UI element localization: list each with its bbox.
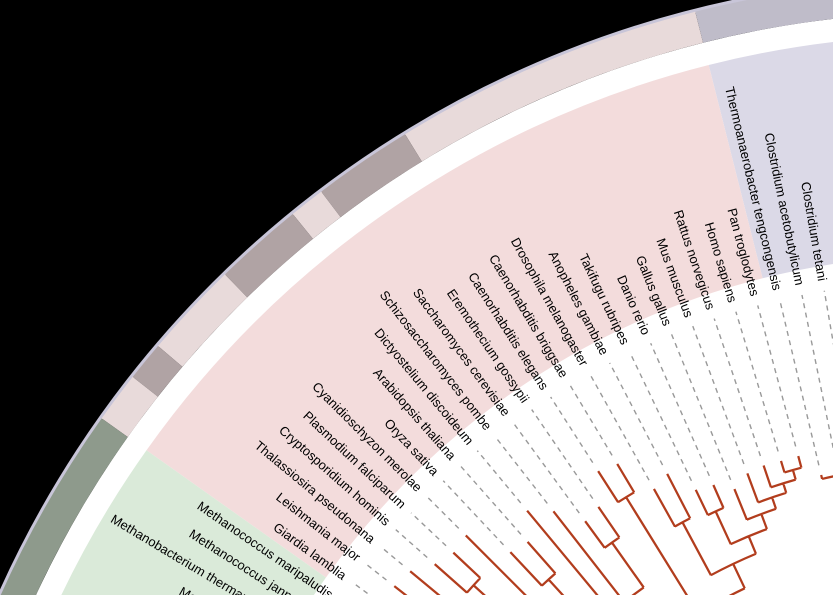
- annotation-band-segment-2: [321, 134, 422, 218]
- leader-line-eremothecium: [531, 409, 594, 500]
- annotation-band-segment-0: [695, 0, 833, 43]
- leader-line-plasmodium: [410, 512, 447, 547]
- leader-line-ctetani: [823, 290, 833, 346]
- annotation-band-segment-3: [292, 191, 341, 239]
- leader-line-cyanidioschyzon: [426, 496, 460, 529]
- leader-line-arabidopsis: [459, 464, 522, 535]
- leader-line-dictyostelium: [476, 450, 522, 504]
- annotation-band-segment-1: [405, 11, 704, 162]
- domain-region-bacteria: [708, 42, 833, 279]
- domain-region-archaea: [61, 450, 327, 595]
- leader-line-celegans: [550, 396, 594, 464]
- annotation-band-segment-5: [157, 274, 248, 367]
- leader-line-cbriggsae: [569, 384, 613, 456]
- tree-branches: [393, 455, 833, 595]
- leader-line-giardia: [352, 582, 368, 594]
- leader-line-caceto: [801, 294, 833, 451]
- leader-line-cryptosporidium: [395, 529, 428, 559]
- domain-region-eukaryota: [146, 65, 764, 579]
- leader-line-anopheles: [609, 362, 664, 466]
- annotation-band-segment-8: [0, 418, 128, 595]
- leader-line-schizosaccharomyces: [494, 435, 548, 504]
- annotation-band-segment-4: [224, 214, 313, 298]
- leader-line-thalassiosira: [380, 546, 403, 566]
- leader-line-takifugu: [629, 352, 693, 482]
- leader-line-leishmania: [366, 564, 387, 581]
- leader-line-gallus: [670, 334, 732, 481]
- annotation-band-segment-6: [132, 345, 183, 397]
- leader-line-drosophila: [589, 373, 650, 481]
- annotation-band-segment-7: [101, 376, 158, 437]
